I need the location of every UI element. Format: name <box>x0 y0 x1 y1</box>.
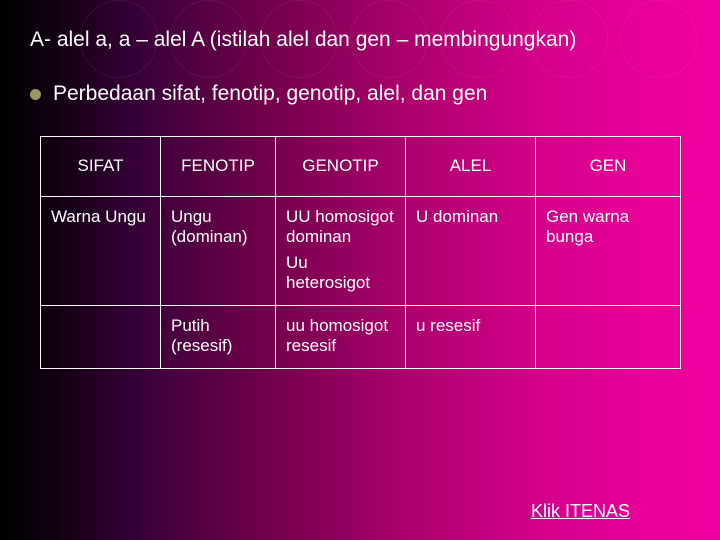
cell-sifat: Warna Ungu <box>41 197 161 306</box>
col-header-sifat: SIFAT <box>41 137 161 197</box>
col-header-fenotip: FENOTIP <box>161 137 276 197</box>
table-header-row: SIFAT FENOTIP GENOTIP ALEL GEN <box>41 137 681 197</box>
genotip-line: uu homosigot resesif <box>286 316 395 356</box>
slide-title: A- alel a, a – alel A (istilah alel dan … <box>30 28 690 52</box>
col-header-genotip: GENOTIP <box>276 137 406 197</box>
genotip-line: UU homosigot dominan <box>286 207 395 247</box>
cell-gen <box>536 306 681 369</box>
cell-genotip: uu homosigot resesif <box>276 306 406 369</box>
table-row: Warna Ungu Ungu (dominan) UU homosigot d… <box>41 197 681 306</box>
cell-sifat <box>41 306 161 369</box>
cell-alel: U dominan <box>406 197 536 306</box>
cell-alel: u resesif <box>406 306 536 369</box>
genotip-line: Uu heterosigot <box>286 253 395 293</box>
bullet-text: Perbedaan sifat, fenotip, genotip, alel,… <box>53 82 487 106</box>
cell-gen: Gen warna bunga <box>536 197 681 306</box>
bullet-icon <box>30 89 41 100</box>
table-row: Putih (resesif) uu homosigot resesif u r… <box>41 306 681 369</box>
cell-genotip: UU homosigot dominan Uu heterosigot <box>276 197 406 306</box>
col-header-alel: ALEL <box>406 137 536 197</box>
cell-fenotip: Putih (resesif) <box>161 306 276 369</box>
slide: A- alel a, a – alel A (istilah alel dan … <box>0 0 720 540</box>
bullet-row: Perbedaan sifat, fenotip, genotip, alel,… <box>30 82 690 106</box>
footer-link[interactable]: Klik ITENAS <box>531 501 630 522</box>
cell-fenotip: Ungu (dominan) <box>161 197 276 306</box>
genetics-table: SIFAT FENOTIP GENOTIP ALEL GEN Warna Ung… <box>40 136 681 369</box>
col-header-gen: GEN <box>536 137 681 197</box>
